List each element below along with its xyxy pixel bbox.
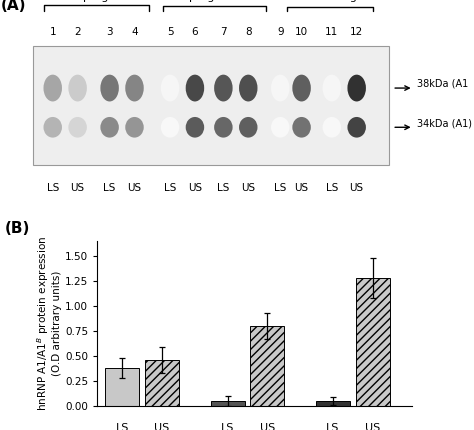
Ellipse shape bbox=[39, 113, 66, 142]
Ellipse shape bbox=[156, 69, 184, 107]
Text: US: US bbox=[260, 423, 275, 430]
Text: 11: 11 bbox=[325, 28, 338, 37]
Ellipse shape bbox=[181, 69, 209, 107]
Ellipse shape bbox=[322, 117, 341, 138]
Text: non-pregnant: non-pregnant bbox=[58, 0, 134, 3]
Text: LS: LS bbox=[274, 183, 286, 193]
Bar bbox=[105, 368, 139, 406]
Ellipse shape bbox=[214, 117, 233, 138]
Text: LS: LS bbox=[326, 183, 338, 193]
Ellipse shape bbox=[347, 117, 366, 138]
Ellipse shape bbox=[214, 75, 233, 101]
Text: US: US bbox=[154, 423, 169, 430]
Text: 4: 4 bbox=[131, 28, 138, 37]
Text: 9: 9 bbox=[277, 28, 283, 37]
Ellipse shape bbox=[343, 69, 371, 107]
Bar bbox=[316, 401, 350, 406]
Ellipse shape bbox=[288, 69, 316, 107]
Text: US: US bbox=[241, 183, 255, 193]
Ellipse shape bbox=[318, 69, 346, 107]
Text: 3: 3 bbox=[106, 28, 113, 37]
Bar bbox=[250, 326, 284, 406]
Ellipse shape bbox=[266, 113, 294, 142]
Bar bbox=[210, 401, 245, 406]
Text: LS: LS bbox=[217, 183, 229, 193]
Text: LS: LS bbox=[221, 423, 234, 430]
Ellipse shape bbox=[68, 75, 87, 101]
Ellipse shape bbox=[210, 69, 237, 107]
Text: LS: LS bbox=[46, 183, 59, 193]
Text: LS: LS bbox=[326, 423, 340, 430]
Y-axis label: hnRNP A1/A1$^B$ protein expression
(O.D arbitrary units): hnRNP A1/A1$^B$ protein expression (O.D … bbox=[35, 236, 62, 411]
Ellipse shape bbox=[100, 75, 119, 101]
Ellipse shape bbox=[343, 113, 371, 142]
Ellipse shape bbox=[210, 113, 237, 142]
Ellipse shape bbox=[181, 113, 209, 142]
Ellipse shape bbox=[347, 75, 366, 101]
Ellipse shape bbox=[292, 117, 311, 138]
Text: 38kDa (A1: 38kDa (A1 bbox=[417, 79, 468, 89]
Bar bbox=[145, 360, 179, 406]
Text: US: US bbox=[128, 183, 142, 193]
Ellipse shape bbox=[266, 69, 294, 107]
Text: 10: 10 bbox=[295, 28, 308, 37]
Text: 7: 7 bbox=[220, 28, 227, 37]
Ellipse shape bbox=[288, 113, 316, 142]
Ellipse shape bbox=[322, 75, 341, 101]
Bar bbox=[33, 46, 389, 166]
Ellipse shape bbox=[234, 113, 262, 142]
Text: US: US bbox=[71, 183, 85, 193]
Ellipse shape bbox=[239, 75, 257, 101]
Text: LS: LS bbox=[164, 183, 176, 193]
Text: 2: 2 bbox=[74, 28, 81, 37]
Text: (A): (A) bbox=[1, 0, 27, 13]
Text: 5: 5 bbox=[167, 28, 173, 37]
Text: LS: LS bbox=[103, 183, 116, 193]
Text: US: US bbox=[188, 183, 202, 193]
Ellipse shape bbox=[64, 69, 91, 107]
Ellipse shape bbox=[44, 75, 62, 101]
Text: 1: 1 bbox=[49, 28, 56, 37]
Ellipse shape bbox=[125, 75, 144, 101]
Ellipse shape bbox=[120, 69, 148, 107]
Ellipse shape bbox=[100, 117, 119, 138]
Ellipse shape bbox=[39, 69, 66, 107]
Ellipse shape bbox=[161, 75, 179, 101]
Ellipse shape bbox=[44, 117, 62, 138]
Text: 6: 6 bbox=[191, 28, 198, 37]
Text: pregnant: pregnant bbox=[189, 0, 240, 3]
Text: LS: LS bbox=[116, 423, 129, 430]
Ellipse shape bbox=[96, 69, 123, 107]
Text: US: US bbox=[365, 423, 380, 430]
Text: US: US bbox=[294, 183, 309, 193]
Text: US: US bbox=[350, 183, 364, 193]
Ellipse shape bbox=[161, 117, 179, 138]
Ellipse shape bbox=[318, 113, 346, 142]
Ellipse shape bbox=[292, 75, 311, 101]
Ellipse shape bbox=[64, 113, 91, 142]
Ellipse shape bbox=[234, 69, 262, 107]
Text: labouring: labouring bbox=[303, 0, 356, 3]
Ellipse shape bbox=[68, 117, 87, 138]
Ellipse shape bbox=[271, 117, 290, 138]
Ellipse shape bbox=[156, 113, 184, 142]
Ellipse shape bbox=[271, 75, 290, 101]
Text: 8: 8 bbox=[245, 28, 252, 37]
Text: (B): (B) bbox=[5, 221, 30, 237]
Ellipse shape bbox=[96, 113, 123, 142]
Text: 12: 12 bbox=[350, 28, 363, 37]
Ellipse shape bbox=[125, 117, 144, 138]
Text: 34kDa (A1): 34kDa (A1) bbox=[417, 118, 472, 128]
Ellipse shape bbox=[239, 117, 257, 138]
Ellipse shape bbox=[186, 75, 204, 101]
Ellipse shape bbox=[186, 117, 204, 138]
Bar bbox=[356, 278, 390, 406]
Ellipse shape bbox=[120, 113, 148, 142]
